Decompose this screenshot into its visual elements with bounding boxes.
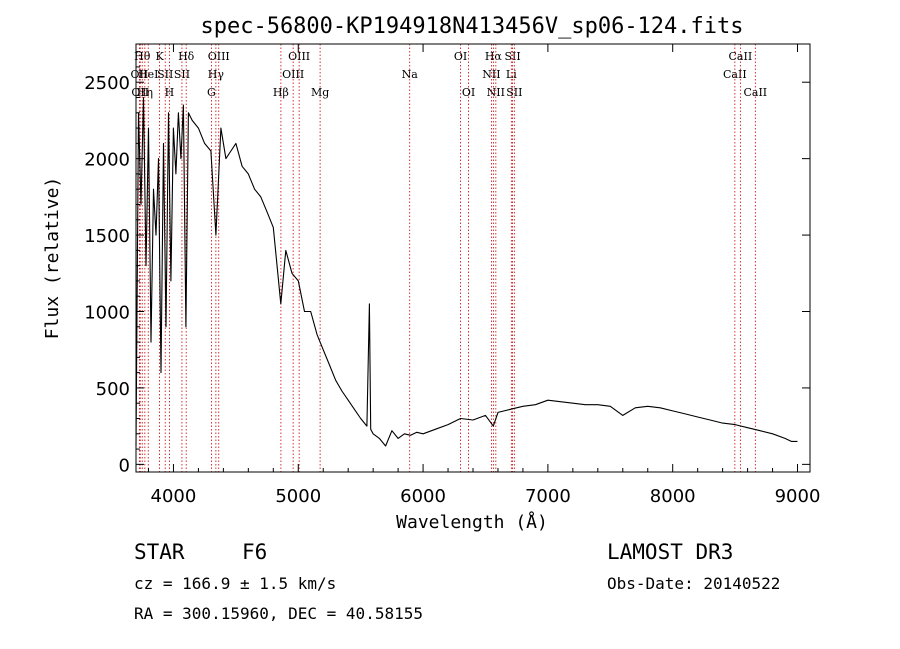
spectrum-chart: spec-56800-KP194918N413456V_sp06-124.fit… [42, 14, 820, 533]
spectral-line-label-13: Hβ [273, 86, 289, 99]
y-tick-label-2: 1000 [84, 303, 130, 324]
spectral-line-label-5: K [155, 50, 164, 63]
x-tick-label-4: 8000 [650, 486, 696, 507]
series-line-flux [135, 96, 798, 447]
spectral-line-label-7: H [165, 86, 175, 99]
chart-title: spec-56800-KP194918N413456V_sp06-124.fit… [200, 14, 743, 39]
spectral-line-label-12: OIII [208, 50, 230, 63]
spectral-line-label-16: Mg [311, 86, 329, 99]
y-tick-label-3: 1500 [84, 226, 130, 247]
spectral-line-label-0: OII [131, 68, 149, 81]
observation-date: Obs-Date: 20140522 [607, 574, 781, 593]
spectral-line-label-6: SII [157, 68, 173, 81]
spectral-line-label-17: Na [402, 68, 419, 81]
spectral-line-label-19: OI [462, 86, 475, 99]
spectral-line-label-27: CaII [729, 50, 753, 63]
spectral-line-label-25: SII [506, 86, 522, 99]
spectral-line-label-18: OI [454, 50, 467, 63]
coordinates: RA = 300.15960, DEC = 40.58155 [134, 604, 423, 623]
spectral-line-label-4: HeI [138, 68, 158, 81]
spectral-line-label-23: Li [506, 68, 517, 81]
spectral-line-label-24: SII [504, 50, 520, 63]
x-tick-label-3: 7000 [525, 486, 571, 507]
spectral-line-label-28: CaII [743, 86, 767, 99]
spectral-line-markers: OIIOIIHθHηHeIKSIIHSIIHδGHγOIIIHβOIIIOIII… [131, 44, 767, 472]
spectral-line-label-11: Hγ [208, 68, 225, 81]
spectral-line-label-14: OIII [282, 68, 304, 81]
spectral-line-label-26: CaII [723, 68, 747, 81]
x-axis-label: Wavelength (Å) [396, 511, 548, 533]
spectral-line-label-10: G [207, 86, 216, 99]
x-tick-label-2: 6000 [400, 486, 446, 507]
object-class: STAR [134, 540, 185, 564]
y-tick-label-0: 0 [119, 455, 130, 476]
plot-frame [135, 43, 811, 473]
x-tick-label-0: 4000 [151, 486, 197, 507]
survey-name: LAMOST DR3 [607, 540, 734, 564]
object-subclass: F6 [242, 540, 268, 564]
flux-series [135, 96, 798, 447]
spectral-line-label-22: NII [487, 86, 505, 99]
spectral-line-label-9: Hδ [178, 50, 195, 63]
axes: 4000 5000 6000 7000 8000 9000 0 500 1000 1500 2000… [84, 44, 820, 507]
y-tick-label-1: 500 [96, 379, 130, 400]
spectral-line-label-3: Hη [137, 86, 153, 99]
spectral-line-label-20: NII [482, 68, 500, 81]
redshift-velocity: cz = 166.9 ± 1.5 km/s [134, 574, 337, 593]
x-tick-label-5: 9000 [775, 486, 821, 507]
spectral-line-label-8: SII [174, 68, 190, 81]
spectral-line-label-2: Hθ [134, 50, 151, 63]
spectral-line-label-15: OIII [288, 50, 310, 63]
y-tick-label-5: 2500 [84, 73, 130, 94]
spectral-line-label-21: Hα [485, 50, 503, 63]
y-tick-label-4: 2000 [84, 150, 130, 171]
x-tick-label-1: 5000 [275, 486, 321, 507]
y-axis-label: Flux (relative) [42, 177, 63, 340]
